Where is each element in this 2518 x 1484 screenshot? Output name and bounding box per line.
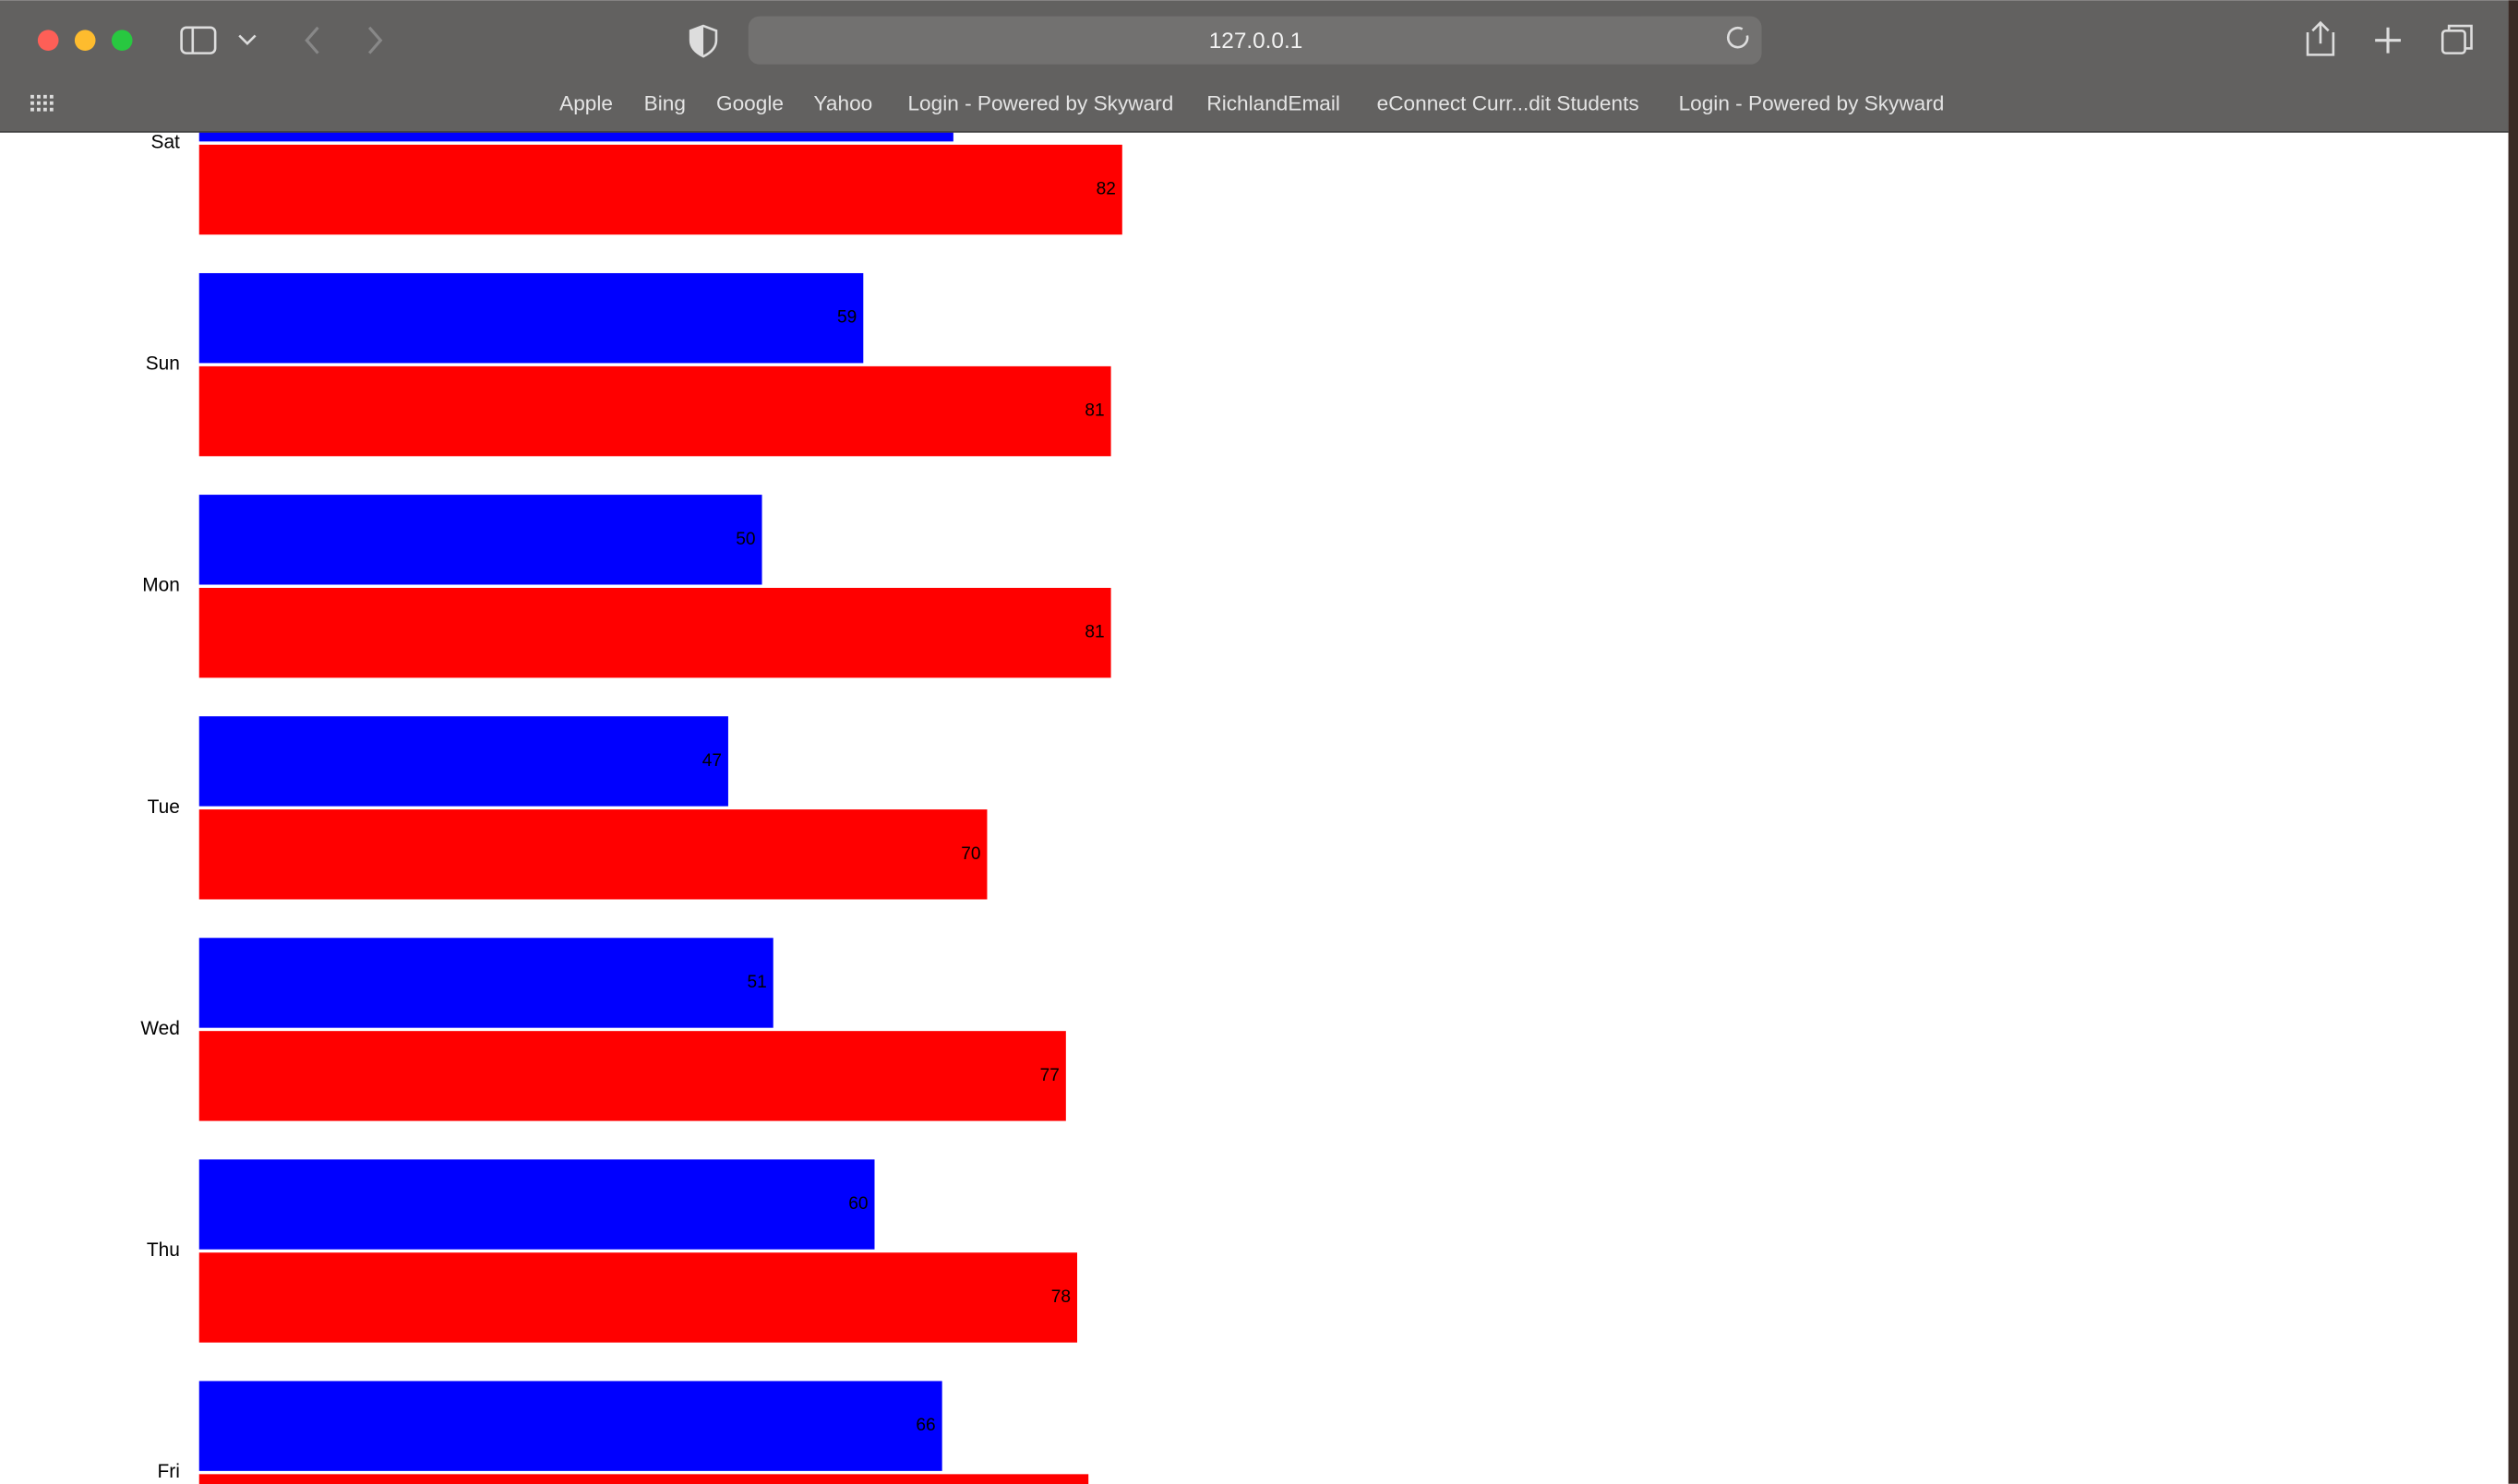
- bar: [198, 1159, 875, 1250]
- category-label: Thu: [147, 1239, 180, 1261]
- grid-dot: [49, 101, 54, 105]
- bookmarks-bar: Apple Bing Google Yahoo Login - Powered by S…: [559, 91, 1944, 114]
- tab-icon-back: [2447, 24, 2473, 50]
- category-label: Tue: [148, 796, 180, 818]
- bookmark-link[interactable]: eConnect Curr...dit Students: [1377, 91, 1639, 114]
- value-label: 60: [848, 1194, 868, 1214]
- bookmark-link[interactable]: Bing: [644, 91, 686, 114]
- bar: [198, 1381, 942, 1471]
- category-label: Fri: [158, 1461, 180, 1482]
- bar: [198, 144, 1122, 235]
- bookmark-link[interactable]: Login - Powered by Skyward: [1679, 91, 1945, 114]
- value-label: 78: [1051, 1287, 1071, 1307]
- value-label: 77: [1040, 1066, 1060, 1085]
- tab-overview-button[interactable]: [2440, 24, 2473, 54]
- category-label: Sat: [151, 132, 181, 153]
- bar: [198, 1031, 1066, 1121]
- category-label: Wed: [140, 1018, 180, 1039]
- bar: [198, 587, 1111, 678]
- bar: [198, 272, 864, 364]
- bookmark-link[interactable]: Yahoo: [814, 91, 873, 114]
- bookmark-link[interactable]: Login - Powered by Skyward: [907, 91, 1173, 114]
- value-label: 66: [916, 1416, 935, 1435]
- favorites-grid-button[interactable]: [30, 94, 54, 112]
- privacy-shield-fill: [690, 26, 704, 57]
- close-button[interactable]: [37, 30, 59, 52]
- value-label: 59: [837, 308, 857, 328]
- grid-dot: [42, 94, 47, 99]
- value-label: 81: [1085, 401, 1104, 421]
- bar: [198, 809, 988, 900]
- category-label: Mon: [142, 575, 180, 596]
- bar: [198, 716, 728, 807]
- grid-dot: [49, 94, 54, 99]
- url-text[interactable]: 127.0.0.1: [1209, 29, 1303, 54]
- browser-toolbar: 127.0.0.1 Apple Bing Google Yahoo Login - Po…: [0, 0, 2509, 133]
- reload-button[interactable]: [1727, 26, 1749, 49]
- grid-dot: [30, 101, 34, 105]
- sidebar-icon: [180, 26, 217, 54]
- grid-dot: [37, 94, 41, 99]
- bar: [198, 1252, 1078, 1343]
- sidebar-button[interactable]: [180, 26, 217, 54]
- bar: [198, 495, 762, 585]
- value-label: 51: [747, 973, 766, 992]
- grid-dot: [30, 107, 34, 112]
- tab-icon-front: [2440, 29, 2466, 54]
- back-button[interactable]: [305, 26, 319, 54]
- grid-dot: [30, 94, 34, 99]
- zoom-button[interactable]: [111, 30, 133, 52]
- grid-dot: [42, 101, 47, 105]
- grid-dot: [42, 107, 47, 112]
- bar: [198, 938, 773, 1028]
- bar: [198, 1474, 1089, 1484]
- value-label: 50: [736, 530, 755, 549]
- forward-button[interactable]: [367, 26, 383, 54]
- bookmark-link[interactable]: Google: [716, 91, 784, 114]
- bar: [198, 365, 1111, 457]
- address-bar[interactable]: [748, 16, 1762, 65]
- grid-dot: [49, 107, 54, 112]
- value-label: 81: [1085, 623, 1104, 642]
- share-button[interactable]: [2306, 20, 2335, 56]
- grid-dot: [37, 101, 41, 105]
- window-edge: [2508, 0, 2518, 1484]
- bookmark-link[interactable]: Apple: [559, 91, 613, 114]
- category-label: Sun: [146, 353, 180, 375]
- value-label: 82: [1097, 180, 1116, 199]
- minimize-button[interactable]: [74, 30, 96, 52]
- grid-dot: [37, 107, 41, 112]
- value-label: 70: [961, 844, 980, 864]
- new-tab-button[interactable]: [2375, 27, 2401, 54]
- sidebar-menu-chevron[interactable]: [238, 34, 257, 46]
- value-label: 47: [702, 751, 722, 771]
- bookmark-link[interactable]: RichlandEmail: [1206, 91, 1340, 114]
